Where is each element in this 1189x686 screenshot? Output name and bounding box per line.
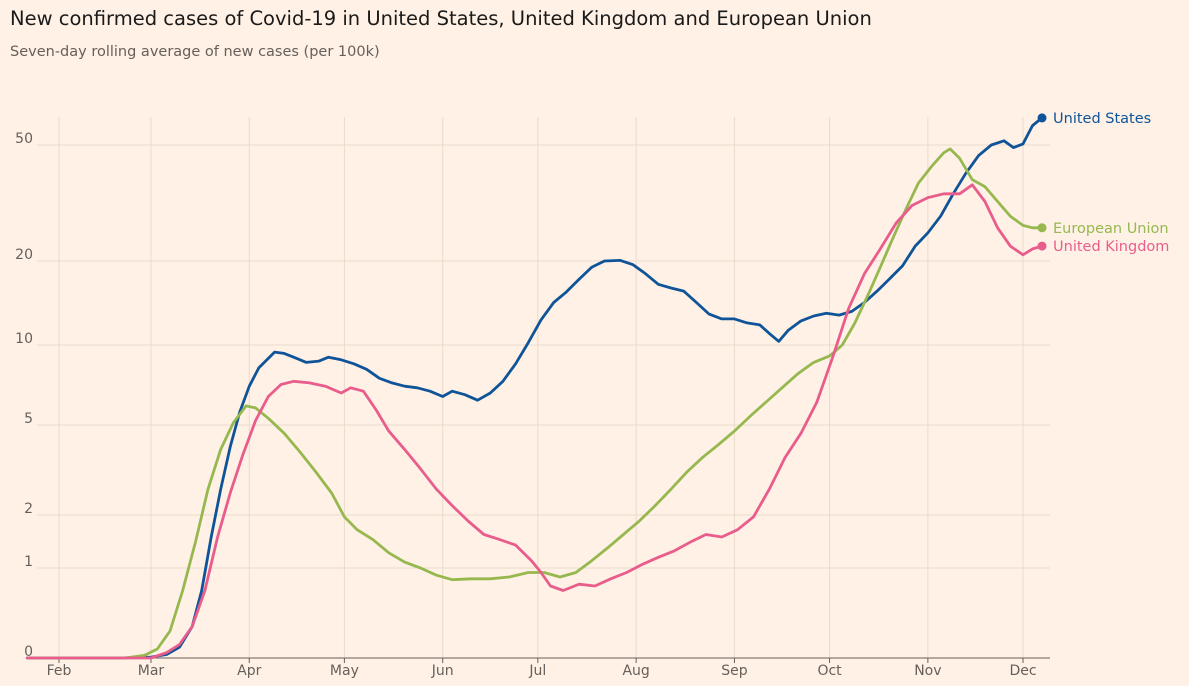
y-tick-label: 2 [24,501,33,517]
chart-title: New confirmed cases of Covid-19 in Unite… [10,7,872,30]
y-tick-label: 50 [15,131,33,147]
x-tick-label: Feb [47,663,72,679]
x-tick-label: Dec [1009,663,1036,679]
y-axis-tick-labels: 0 1 2 5 10 20 50 [15,131,33,660]
series-line-european-union [25,147,1044,660]
series-end-labels: United States European Union United Kingdo… [1037,111,1169,255]
series-label-european-union: European Union [1053,221,1169,237]
series-line-united-states [25,116,1044,660]
chart-subtitle: Seven-day rolling average of new cases (… [10,44,380,60]
x-tick-label: Jun [431,663,454,679]
series-end-dot-european-union [1037,223,1047,233]
x-tick-label: Mar [138,663,165,679]
x-tick-label: Oct [817,663,842,679]
x-tick-label: Nov [914,663,941,679]
x-axis-tick-labels: Feb Mar Apr May Jun Jul Aug Sep Oct Nov Dec [47,663,1037,679]
y-tick-label: 10 [15,331,33,347]
series-line-united-kingdom [25,183,1044,660]
y-tick-label: 0 [24,644,33,660]
x-tick-label: Aug [622,663,649,679]
series-label-united-kingdom: United Kingdom [1053,239,1169,255]
series-end-dot-united-states [1037,113,1047,123]
y-tick-label: 1 [24,554,33,570]
y-tick-label: 5 [24,411,33,427]
series-end-dot-united-kingdom [1037,241,1047,251]
x-tick-label: Sep [721,663,748,679]
x-tick-label: Jul [528,663,546,679]
series-label-united-states: United States [1053,111,1151,127]
x-tick-label: Apr [237,663,261,679]
x-tick-label: May [330,663,359,679]
y-gridlines [37,144,1050,569]
series-lines [25,116,1044,660]
y-tick-label: 20 [15,247,33,263]
